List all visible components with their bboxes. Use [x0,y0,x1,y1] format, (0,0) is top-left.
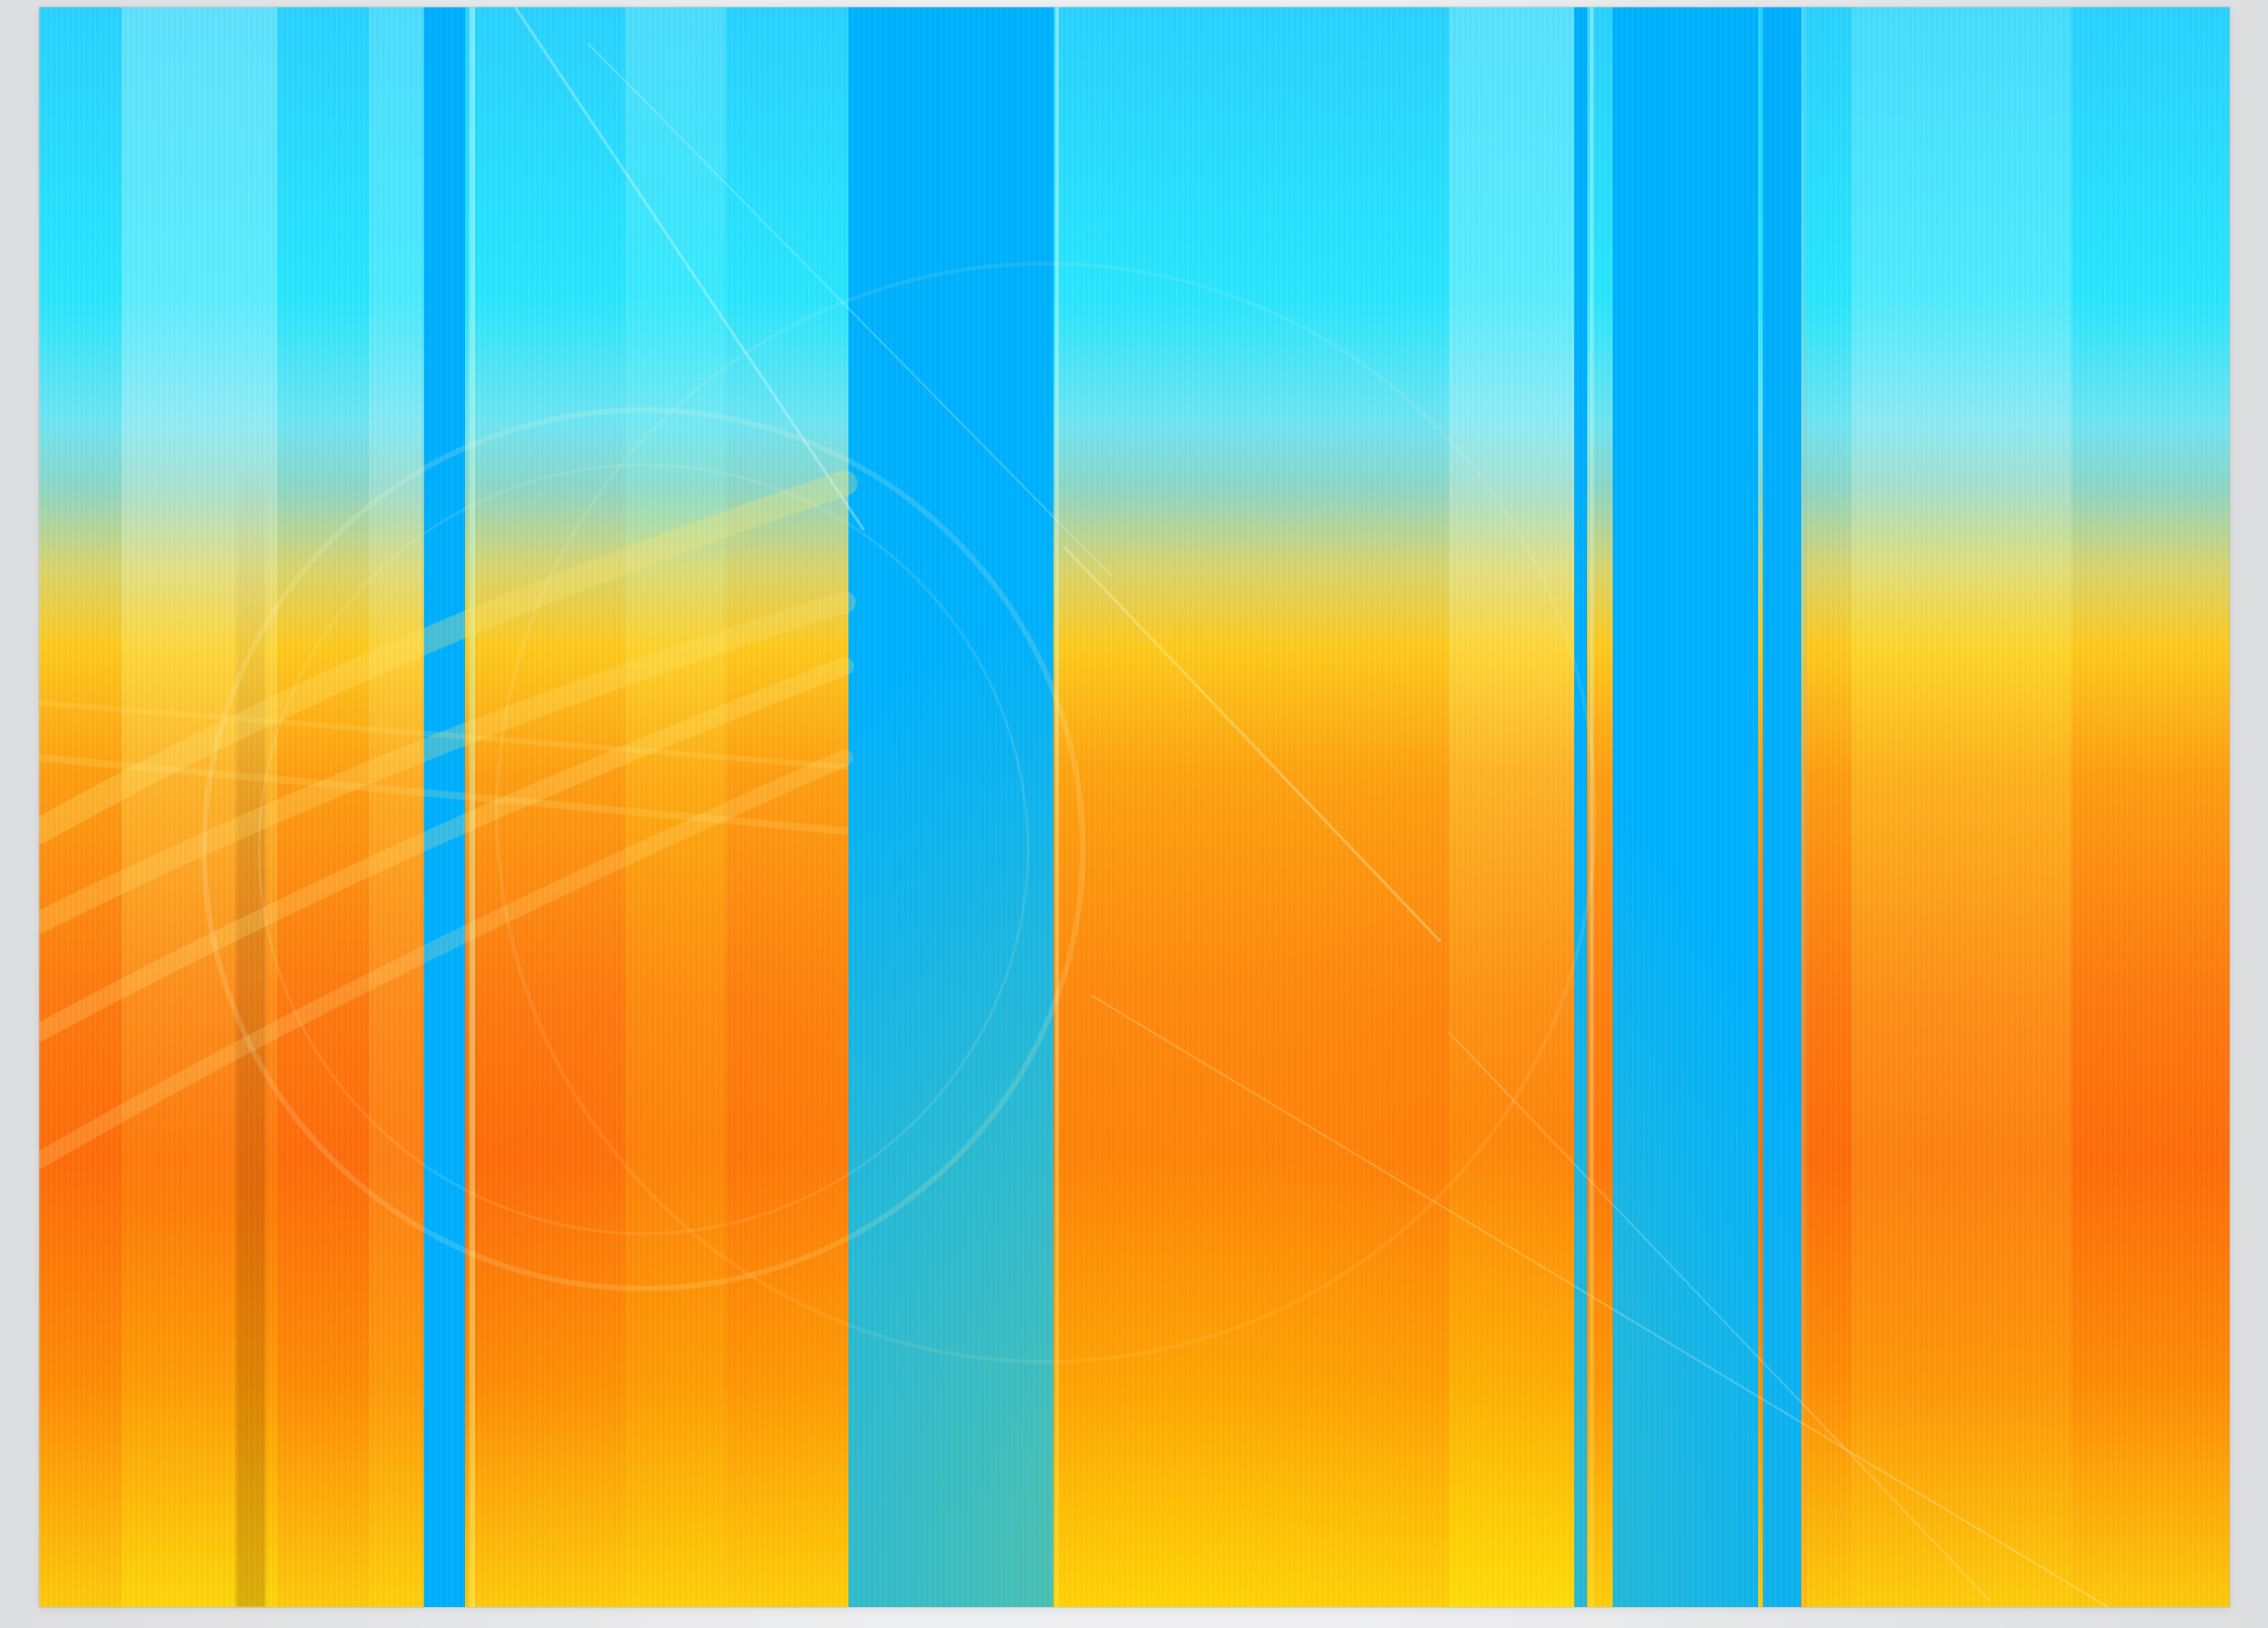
thin-highlight-4 [1801,7,1807,1607]
thin-highlight-2 [1055,7,1059,1607]
blue-band-1 [424,7,465,1607]
abstract-artwork [39,7,2230,1607]
light-column-5 [1852,7,2071,1607]
light-column-3 [625,7,726,1607]
light-column-4 [1449,7,1586,1607]
blue-band-4 [1613,7,1758,1607]
dark-streak [236,7,265,1607]
thin-highlight-1 [470,7,475,1607]
blue-band-3 [1574,7,1587,1607]
blue-band-5 [1763,7,1801,1607]
thin-highlight-3 [1590,7,1593,1607]
light-column-1 [122,7,277,1607]
blue-band-2 [848,7,1053,1607]
